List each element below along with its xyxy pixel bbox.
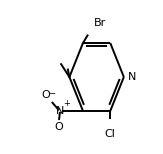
Text: Br: Br <box>94 18 106 28</box>
Text: O: O <box>41 90 50 100</box>
Text: −: − <box>48 89 55 99</box>
Text: N: N <box>55 106 64 116</box>
Text: N: N <box>128 72 136 82</box>
Text: +: + <box>63 99 70 108</box>
Text: O: O <box>54 122 63 132</box>
Text: Cl: Cl <box>105 129 116 139</box>
